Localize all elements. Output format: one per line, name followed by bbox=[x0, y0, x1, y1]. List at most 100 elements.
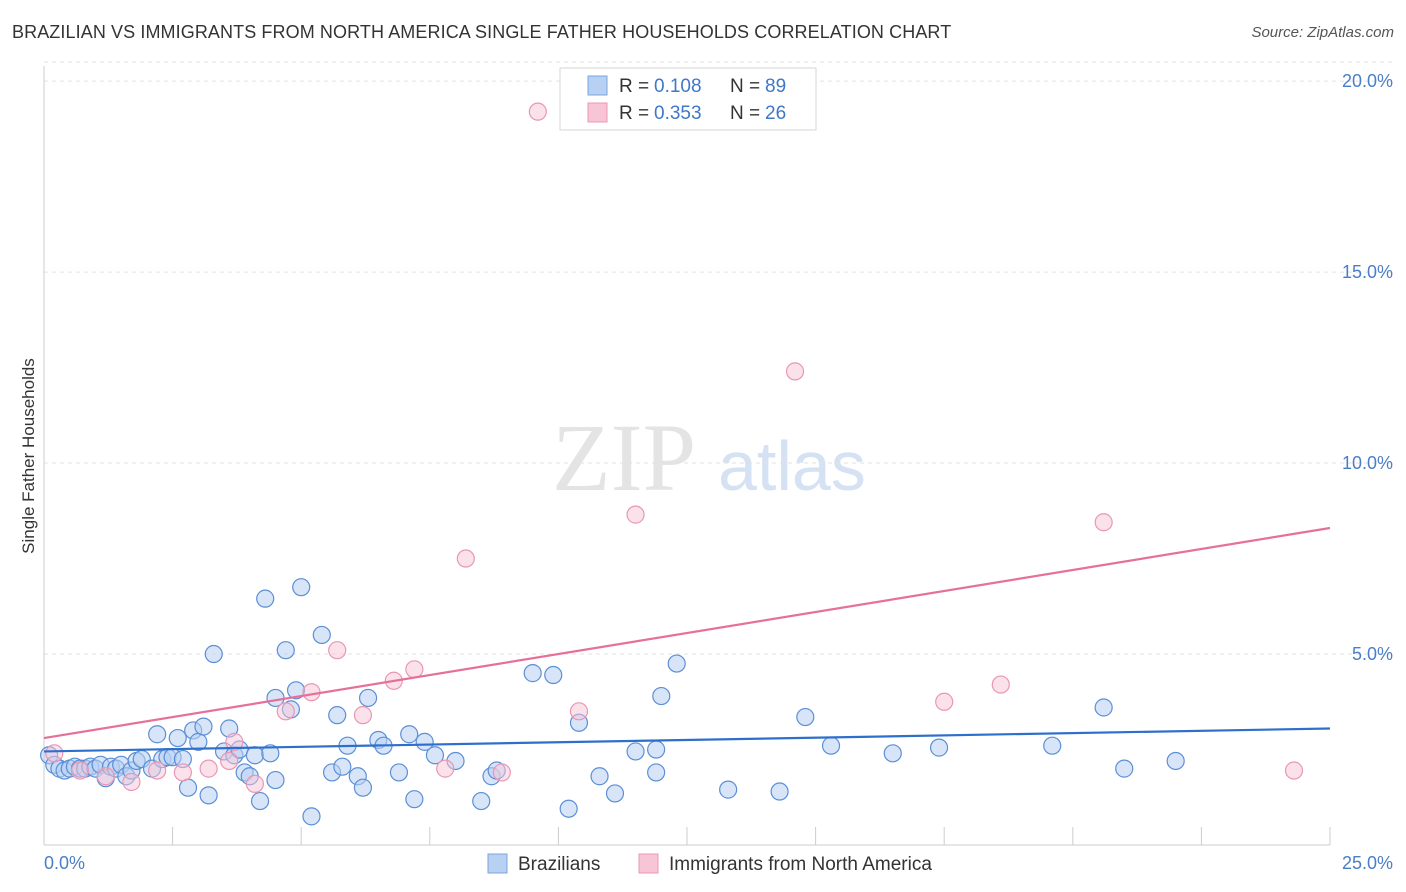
brazilian-point bbox=[250, 791, 270, 811]
immigrant-point bbox=[328, 641, 347, 660]
legend-n-label: N = bbox=[730, 76, 760, 97]
immigrant-point bbox=[220, 751, 239, 771]
immigrant-point bbox=[173, 763, 192, 782]
brazilian-point bbox=[353, 778, 373, 797]
brazilian-point bbox=[168, 728, 187, 748]
immigrant-point bbox=[991, 675, 1010, 694]
brazilian-point bbox=[821, 736, 841, 755]
brazilian-point bbox=[647, 740, 666, 759]
immigrant-point bbox=[148, 761, 167, 780]
brazilian-point bbox=[605, 784, 625, 803]
immigrant-point bbox=[96, 767, 115, 786]
brazilian-point bbox=[652, 686, 671, 706]
brazilians-trend-line bbox=[43, 727, 1331, 753]
legend-n-value-pink: 26 bbox=[765, 103, 786, 124]
immigrant-point bbox=[199, 759, 218, 778]
immigrant-point bbox=[1284, 761, 1304, 780]
immigrant-point bbox=[276, 702, 295, 721]
brazilian-point bbox=[929, 738, 949, 757]
brazilian-point bbox=[333, 757, 352, 776]
y-tick-label: 20.0% bbox=[1342, 71, 1393, 91]
legend-r-label: R = bbox=[619, 103, 649, 124]
gridlines bbox=[44, 61, 1392, 655]
brazilian-point bbox=[358, 688, 378, 708]
brazilian-point bbox=[590, 767, 609, 786]
watermark-atlas: atlas bbox=[718, 427, 866, 505]
brazilian-point bbox=[204, 644, 223, 664]
immigrant-point bbox=[785, 362, 805, 381]
brazilian-point bbox=[312, 625, 331, 645]
y-tick-label: 5.0% bbox=[1352, 644, 1393, 664]
chart-title: BRAZILIAN VS IMMIGRANTS FROM NORTH AMERI… bbox=[12, 22, 952, 42]
brazilian-point bbox=[148, 725, 167, 744]
immigrant-point bbox=[528, 102, 547, 121]
brazilian-point bbox=[261, 744, 280, 763]
brazilian-point bbox=[626, 742, 645, 761]
brazilian-point bbox=[178, 778, 198, 797]
brazilian-point bbox=[276, 641, 295, 660]
immigrant-point bbox=[353, 706, 373, 725]
brazilian-point bbox=[292, 578, 311, 597]
brazilian-point bbox=[194, 717, 213, 736]
brazilian-point bbox=[719, 780, 738, 799]
brazilian-point bbox=[523, 664, 542, 683]
legend-swatch-blue bbox=[587, 75, 608, 96]
immigrant-point bbox=[302, 683, 321, 702]
legend-label-immigrants: Immigrants from North America bbox=[669, 854, 932, 875]
immigrant-point bbox=[70, 761, 90, 780]
brazilian-point bbox=[883, 744, 902, 763]
brazilian-point bbox=[1043, 736, 1062, 755]
brazilian-point bbox=[266, 770, 285, 790]
immigrants-trend-line bbox=[43, 526, 1331, 740]
brazilian-point bbox=[1166, 751, 1185, 771]
brazilian-point bbox=[328, 706, 347, 725]
legend-r-value-blue: 0.108 bbox=[654, 76, 702, 97]
brazilian-point bbox=[544, 665, 563, 685]
brazilian-point bbox=[415, 732, 434, 751]
immigrant-point bbox=[225, 732, 244, 751]
legend-swatch-brazilians bbox=[487, 853, 508, 874]
immigrant-point bbox=[245, 774, 265, 793]
y-tick-label: 15.0% bbox=[1342, 262, 1393, 282]
immigrant-point bbox=[45, 744, 64, 763]
brazilian-point bbox=[425, 746, 445, 765]
immigrant-point bbox=[1094, 513, 1113, 532]
immigrant-point bbox=[569, 702, 589, 721]
legend-swatch-immigrants bbox=[638, 853, 659, 874]
immigrant-point bbox=[935, 692, 954, 711]
legend-label-brazilians: Brazilians bbox=[518, 854, 600, 875]
brazilian-point bbox=[647, 763, 666, 782]
brazilian-point bbox=[389, 763, 409, 782]
brazilian-point bbox=[302, 807, 321, 826]
source-label: Source: ZipAtlas.com bbox=[1251, 24, 1394, 41]
immigrant-point bbox=[626, 505, 645, 524]
brazilian-point bbox=[796, 707, 815, 727]
brazilian-point bbox=[1115, 759, 1134, 778]
y-tick-label: 10.0% bbox=[1342, 453, 1393, 473]
y-axis-label: Single Father Households bbox=[19, 358, 38, 554]
brazilian-point bbox=[400, 725, 419, 744]
brazilian-point bbox=[256, 589, 275, 608]
immigrant-point bbox=[405, 660, 424, 679]
brazilian-point bbox=[559, 799, 578, 818]
brazilians-points bbox=[40, 578, 1185, 826]
immigrant-point bbox=[492, 763, 511, 782]
watermark-zip: ZIP bbox=[552, 404, 696, 511]
brazilian-point bbox=[405, 790, 424, 809]
correlation-legend: R = 0.108 N = 89 R = 0.353 N = 26 bbox=[559, 67, 817, 131]
x-tick-label-max: 25.0% bbox=[1342, 853, 1393, 873]
series-legend: Brazilians Immigrants from North America bbox=[487, 853, 932, 875]
x-tick-label-min: 0.0% bbox=[44, 853, 85, 873]
trend-lines bbox=[43, 526, 1331, 753]
legend-r-label: R = bbox=[619, 76, 649, 97]
brazilian-point bbox=[1094, 698, 1113, 717]
brazilian-point bbox=[770, 782, 789, 801]
immigrant-point bbox=[436, 759, 455, 778]
brazilian-point bbox=[199, 786, 218, 805]
legend-swatch-pink bbox=[587, 102, 608, 123]
immigrant-point bbox=[456, 549, 475, 568]
immigrant-point bbox=[122, 772, 141, 792]
brazilian-point bbox=[245, 746, 265, 765]
brazilian-point bbox=[472, 791, 491, 811]
